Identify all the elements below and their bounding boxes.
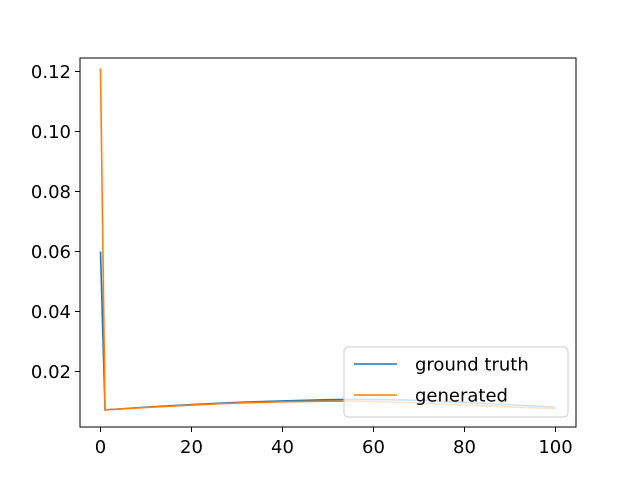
x-tick-label: 80 bbox=[453, 437, 476, 458]
y-tick-label: 0.08 bbox=[31, 182, 71, 203]
legend: ground truth generated bbox=[343, 346, 569, 418]
x-tick-label: 0 bbox=[95, 437, 106, 458]
x-tick-label: 100 bbox=[538, 437, 572, 458]
y-tick-label: 0.06 bbox=[31, 242, 71, 263]
axes-frame bbox=[79, 57, 577, 428]
x-axis: 0 20 40 60 80 100 bbox=[95, 427, 573, 458]
x-tick-label: 60 bbox=[362, 437, 385, 458]
legend-box bbox=[343, 346, 569, 418]
y-axis: 0.02 0.04 0.06 0.08 0.10 0.12 bbox=[31, 62, 80, 383]
x-tick-label: 40 bbox=[271, 437, 294, 458]
y-tick-label: 0.04 bbox=[31, 302, 71, 323]
legend-label: generated bbox=[415, 386, 508, 407]
legend-label: ground truth bbox=[415, 355, 529, 376]
y-tick-label: 0.12 bbox=[31, 62, 71, 83]
x-tick-label: 20 bbox=[180, 437, 203, 458]
y-tick-label: 0.02 bbox=[31, 362, 71, 383]
y-tick-label: 0.10 bbox=[31, 122, 71, 143]
